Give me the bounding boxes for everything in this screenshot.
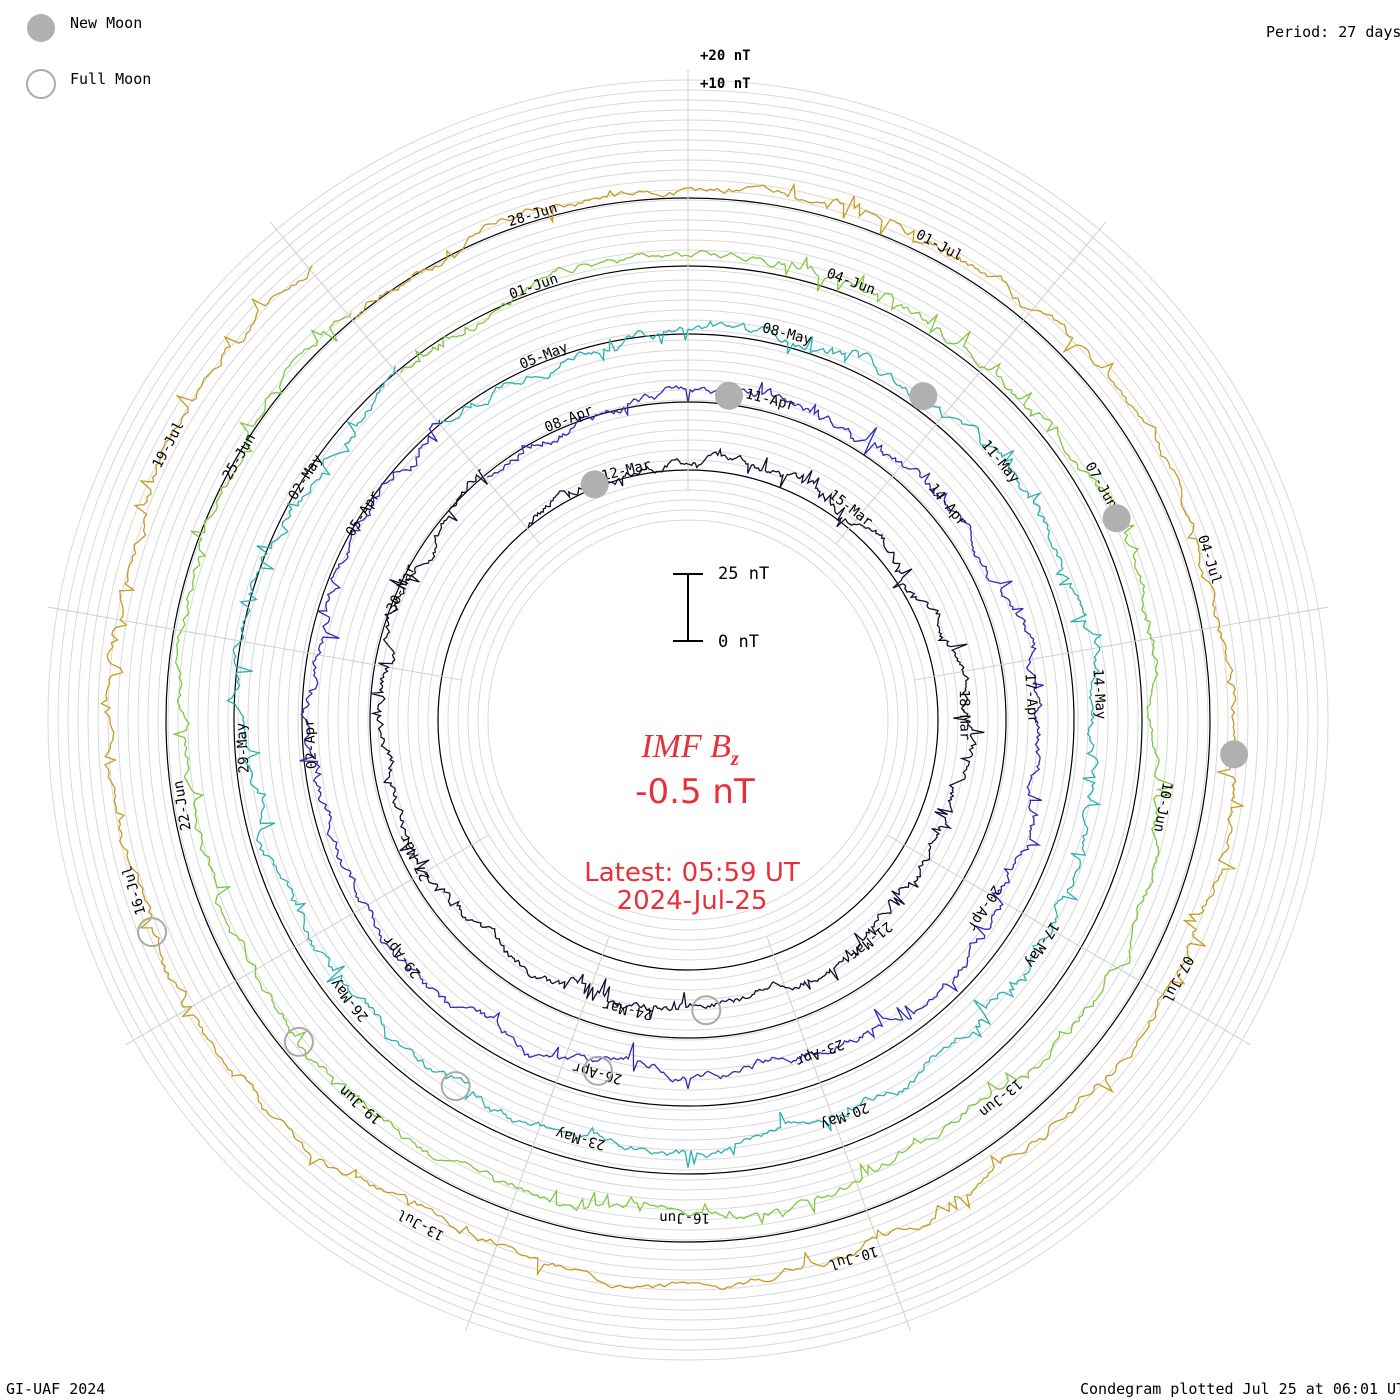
ring-label-plus10: +10 nT <box>700 76 751 92</box>
date-label: 08-Apr <box>542 403 595 436</box>
new-moon-marker <box>909 382 938 411</box>
period-label: Period: 27 days <box>1266 23 1400 41</box>
bz-traces <box>100 182 1245 1291</box>
date-label: 28-Jun <box>506 200 559 230</box>
new-moon-icon <box>27 14 55 42</box>
date-label: 29-May <box>234 722 253 773</box>
parameter-name: IMF B <box>641 728 731 765</box>
date-label: 19-Jun <box>336 1082 385 1127</box>
date-label: 05-May <box>517 339 570 372</box>
grid-ring <box>477 509 899 931</box>
full-moon-marker <box>440 1071 471 1102</box>
date-label: 30-Mar <box>384 562 420 615</box>
grid-ring <box>407 439 969 1001</box>
full-moon-icon <box>26 69 56 99</box>
grid-ring <box>367 399 1009 1041</box>
new-moon-marker <box>1220 740 1249 769</box>
trace-cycle-2 <box>299 381 1044 1089</box>
moon-markers <box>137 381 1249 1102</box>
grid-ring <box>467 499 909 941</box>
day-spoke <box>465 935 610 1331</box>
day-spoke <box>269 221 541 545</box>
date-label: 13-Jun <box>976 1075 1025 1120</box>
date-label: 24-Mar <box>601 996 654 1022</box>
date-label: 20-May <box>818 1099 871 1132</box>
trace-cycle-5 <box>100 182 1245 1291</box>
credit-label: GI-UAF 2024 <box>6 1380 106 1398</box>
date-label: 08-May <box>761 320 814 348</box>
date-label: 18-Mar <box>956 690 973 741</box>
trace-cycle-1 <box>370 447 985 1020</box>
date-label: 01-Jul <box>913 227 965 265</box>
date-label: 07-Jul <box>1159 953 1197 1005</box>
day-spoke <box>47 606 462 681</box>
legend-symbols <box>26 14 56 99</box>
new-moon-marker <box>580 470 609 499</box>
trace-cycle-3 <box>226 320 1103 1168</box>
full-moon-marker <box>137 917 168 948</box>
ring-grid <box>47 79 1329 1361</box>
latest-date: 2024-Jul-25 <box>616 886 768 916</box>
date-label: 21-Mar <box>846 918 895 963</box>
date-label: 02-Apr <box>301 718 320 769</box>
date-label: 05-Apr <box>343 488 384 539</box>
day-spoke <box>124 834 490 1046</box>
new-moon-marker <box>1102 504 1131 533</box>
day-spoke <box>886 834 1252 1046</box>
new-moon-label: New Moon <box>70 14 143 32</box>
day-spoke <box>835 221 1107 545</box>
date-label: 10-Jul <box>827 1242 880 1272</box>
current-value: -0.5 nT <box>635 772 755 812</box>
date-label: 23-May <box>554 1124 607 1152</box>
grid-ring <box>397 429 979 1011</box>
date-label: 14-May <box>1089 668 1108 719</box>
date-label: 19-Jul <box>150 419 188 471</box>
scale-bar <box>673 573 703 642</box>
full-moon-marker <box>691 995 722 1026</box>
plotted-timestamp: Condegram plotted Jul 25 at 06:01 UT <box>1080 1380 1400 1398</box>
date-label: 17-Apr <box>1022 673 1041 724</box>
day-spoke <box>766 935 911 1331</box>
full-moon-marker <box>582 1055 613 1086</box>
ring-label-plus20: +20 nT <box>700 48 751 64</box>
day-spoke <box>914 606 1329 681</box>
full-moon-label: Full Moon <box>70 70 152 88</box>
parameter-subscript: z <box>730 747 739 770</box>
day-spokes <box>47 70 1329 1331</box>
grid-ring <box>377 409 999 1031</box>
scale-bottom-label: 0 nT <box>718 632 759 652</box>
full-moon-marker <box>283 1026 314 1057</box>
new-moon-marker <box>714 381 743 410</box>
parameter-title: IMF Bz <box>0 728 1390 771</box>
latest-time: Latest: 05:59 UT <box>584 858 800 888</box>
grid-ring <box>487 519 889 921</box>
zero-ring <box>369 401 1007 1039</box>
date-label: 13-Jul <box>395 1206 447 1244</box>
date-label: 11-May <box>978 437 1023 486</box>
date-label: 16-Jun <box>659 1209 710 1225</box>
trace-cycle-4 <box>172 249 1174 1226</box>
scale-top-label: 25 nT <box>718 564 770 584</box>
